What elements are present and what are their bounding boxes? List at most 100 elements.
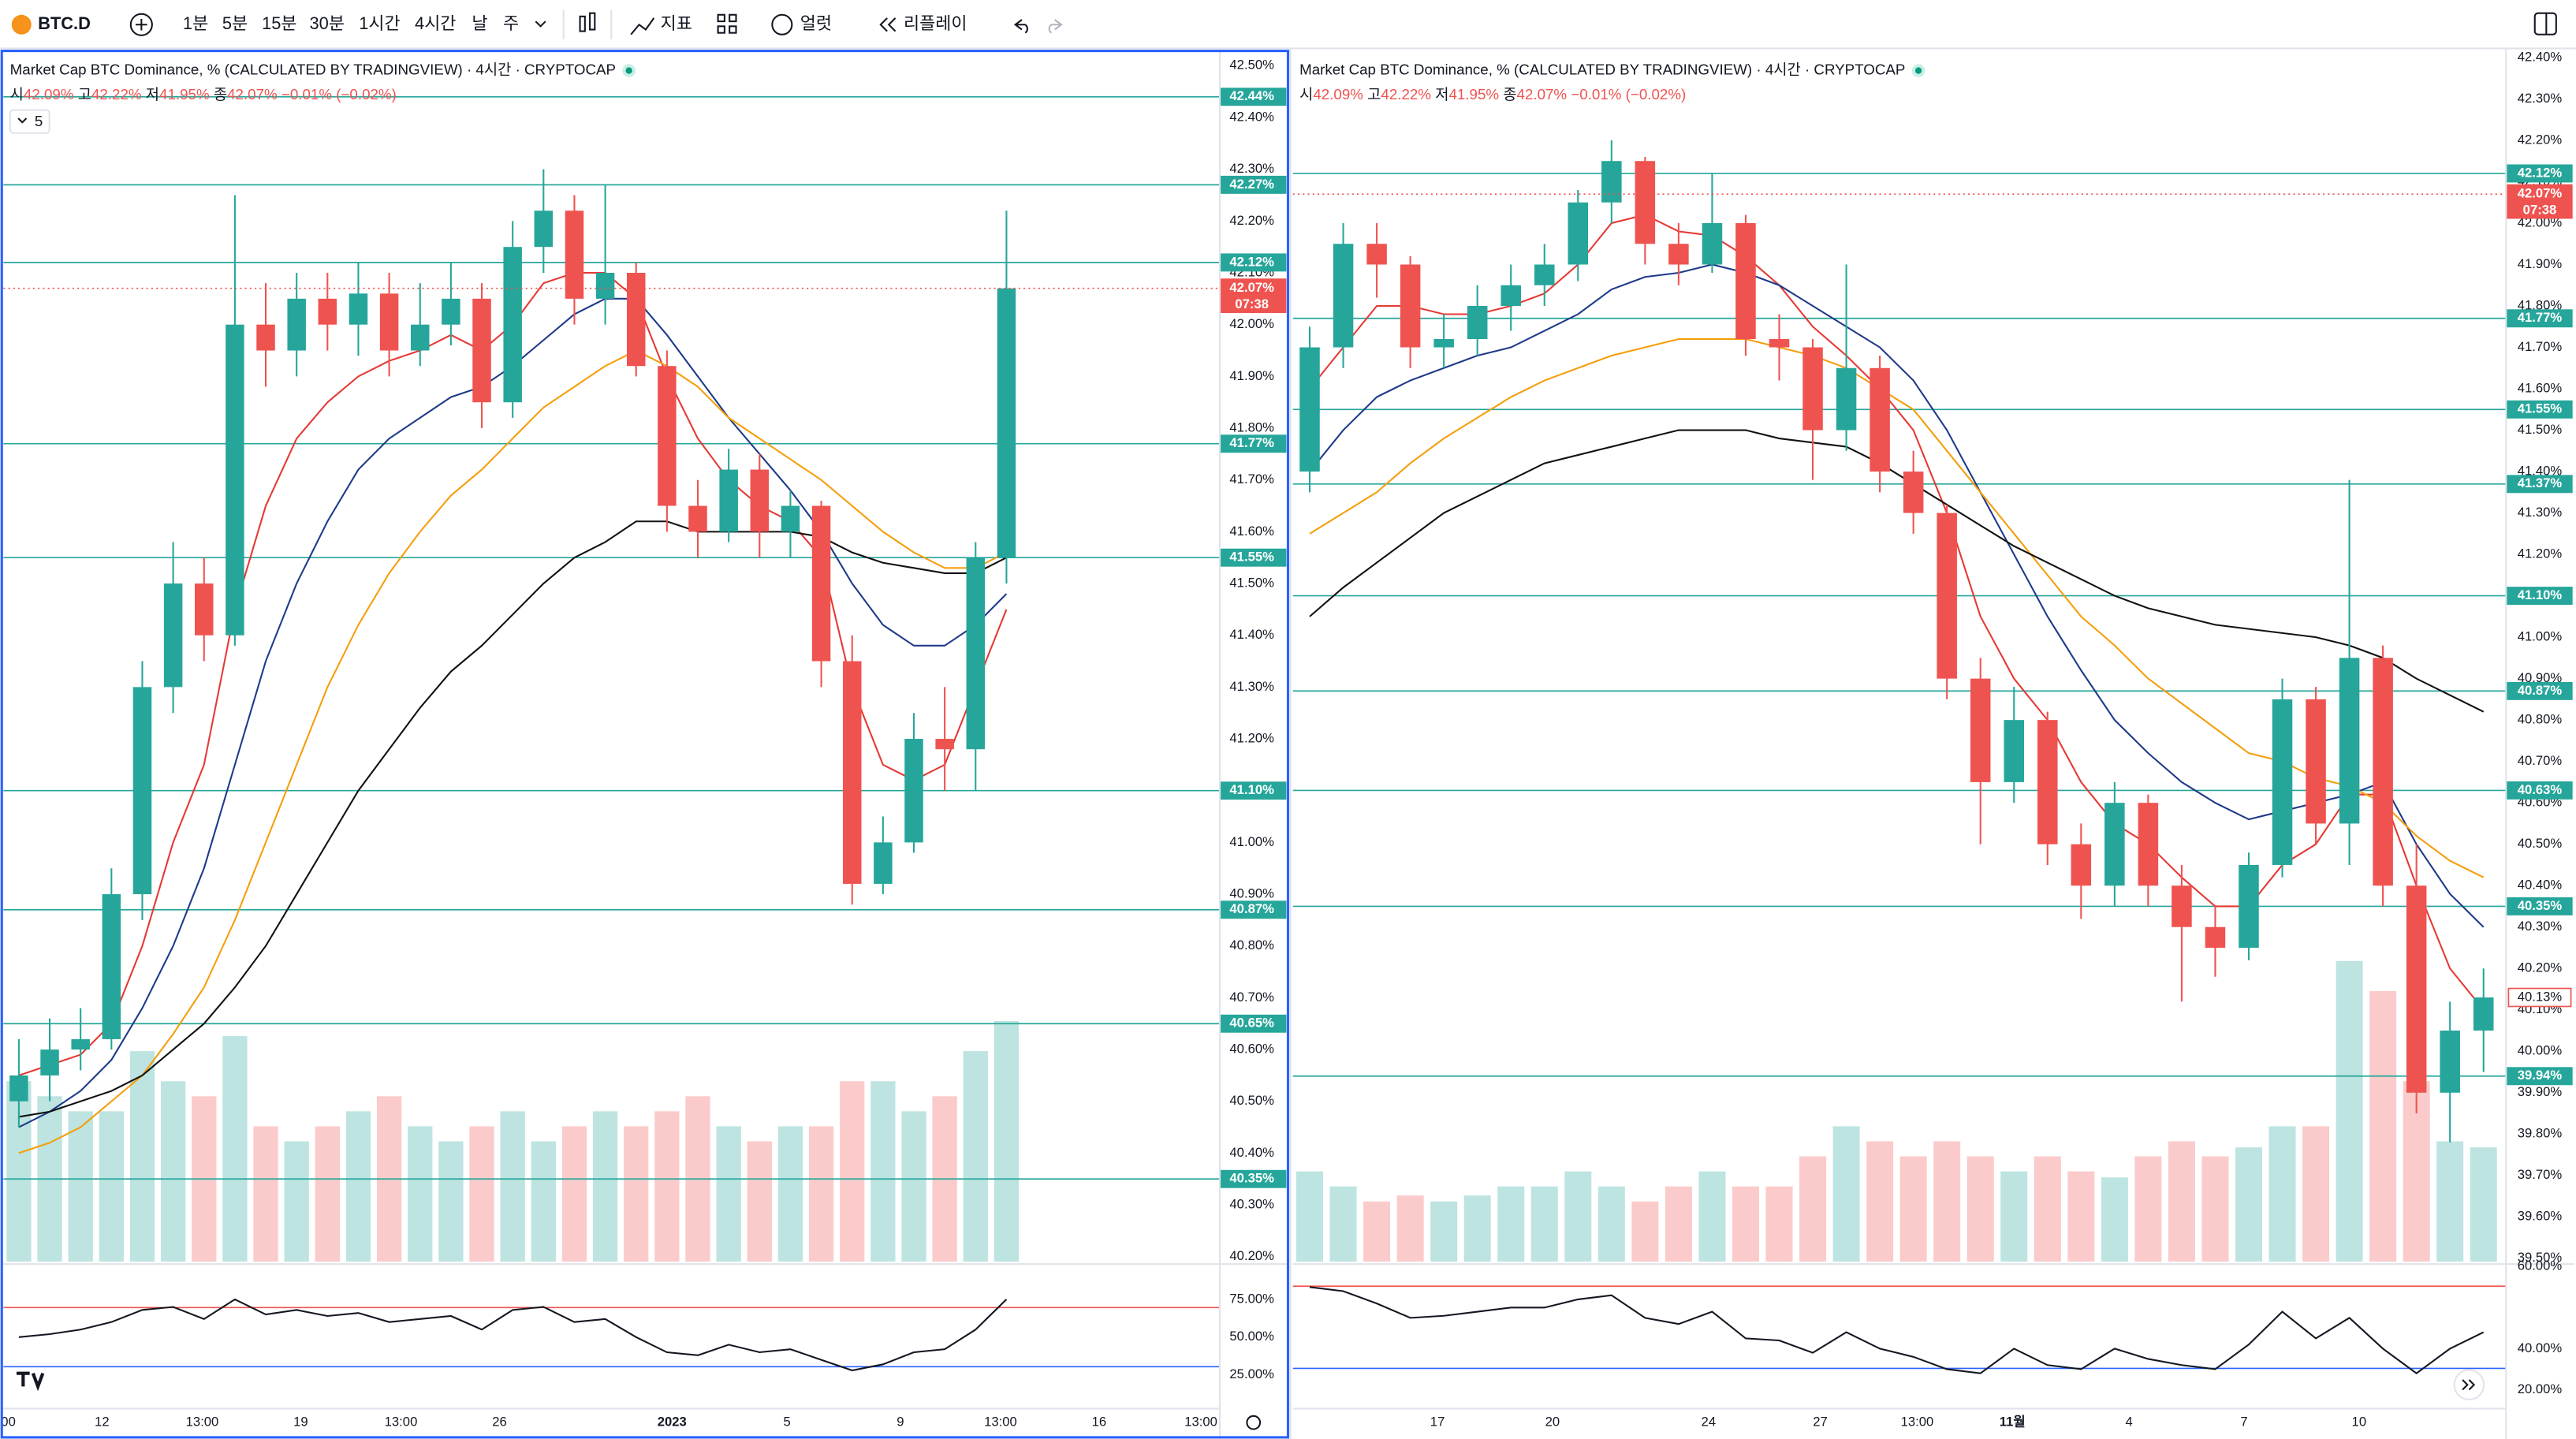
candle-body	[1433, 339, 1454, 348]
level-label-box	[2507, 681, 2573, 700]
candle-body	[287, 298, 306, 351]
candle-body	[1735, 222, 1756, 340]
interval-button[interactable]: 5분	[222, 13, 248, 33]
moving-average	[1309, 429, 2485, 713]
price-tick-label: 41.80%	[1229, 419, 1274, 434]
volume-bar	[1530, 1186, 1558, 1262]
interval-button[interactable]: 1시간	[359, 13, 400, 33]
candle-body	[1903, 472, 1924, 513]
price-tick-label: 42.20%	[1229, 213, 1274, 228]
candle-body	[2339, 658, 2360, 824]
volume-bar	[1933, 1141, 1961, 1262]
symbol-name[interactable]: BTC.D	[38, 13, 91, 33]
price-tick-label: 40.20%	[1229, 1248, 1274, 1263]
level-label: 40.87%	[2518, 683, 2563, 698]
interval-button[interactable]: 15분	[262, 13, 296, 33]
candle-body	[163, 583, 183, 688]
candle-body	[966, 557, 986, 750]
indicator-toggle[interactable]	[9, 109, 50, 134]
active-pane-border	[0, 50, 1290, 1439]
candle-body	[379, 293, 399, 351]
time-tick-label: 13:00	[385, 1415, 418, 1430]
volume-bar	[2268, 1126, 2296, 1262]
candle-body	[1601, 161, 1622, 203]
add-symbol-button[interactable]	[129, 13, 153, 36]
interval-dropdown[interactable]	[535, 21, 546, 28]
level-label: 42.27%	[1229, 177, 1274, 192]
indicators-button[interactable]: 지표	[661, 13, 692, 33]
candle-body	[226, 324, 244, 636]
indicator-count: 5	[35, 113, 43, 129]
volume-bar	[1698, 1171, 1726, 1262]
candle-body	[2037, 720, 2058, 844]
price-tick-label: 41.30%	[1229, 679, 1274, 694]
symbol-icon	[11, 14, 32, 35]
candle-body	[1500, 285, 1521, 307]
candle-body	[1870, 367, 1890, 472]
price-tick-label: 41.90%	[2518, 256, 2563, 271]
candle-body	[195, 583, 214, 636]
price-tick-label: 40.40%	[2518, 878, 2563, 893]
scroll-to-realtime-button[interactable]	[2453, 1369, 2485, 1401]
candle-body	[102, 894, 121, 1039]
volume-bar	[253, 1126, 278, 1262]
price-tick-label: 42.00%	[1229, 316, 1274, 331]
candle-body	[2473, 997, 2494, 1031]
candle-body	[904, 739, 923, 843]
redo-button[interactable]	[1048, 19, 1063, 34]
layout-icon[interactable]	[717, 13, 737, 34]
status-dot	[1911, 64, 1925, 77]
volume-bar	[2067, 1171, 2095, 1262]
time-tick-label: 7	[2240, 1415, 2247, 1430]
volume-bar	[1966, 1156, 1994, 1262]
settings-button[interactable]	[1246, 1415, 1262, 1430]
level-label: 40.63%	[2518, 782, 2563, 797]
volume-bar	[1564, 1171, 1592, 1262]
time-tick-label: 12	[95, 1415, 110, 1430]
chart-layer: BTC.D 1분 5분 15분 30분 1시간 4시간 날 주 지표 얼럿 리플레이 40.20% 40.…	[1, 13, 2574, 1439]
price-tick-label: 40.80%	[2518, 712, 2563, 727]
candle-body	[1333, 244, 1354, 348]
volume-bar	[99, 1111, 124, 1262]
volume-bar	[129, 1051, 155, 1262]
volume-bar	[1631, 1201, 1659, 1262]
alerts-button[interactable]: 얼럿	[800, 13, 832, 33]
time-tick-label: 16	[1092, 1415, 1107, 1430]
alert-icon	[771, 13, 793, 35]
level-label-box	[1221, 900, 1287, 919]
candle-body	[811, 505, 831, 662]
volume-bar	[777, 1126, 803, 1262]
replay-button[interactable]: 리플레이	[904, 13, 967, 33]
replay-icon	[879, 17, 897, 32]
undo-button[interactable]	[1013, 19, 1028, 34]
candle-body	[472, 298, 491, 403]
volume-bar	[993, 1021, 1020, 1262]
interval-button[interactable]: 30분	[310, 13, 345, 33]
price-tick-label: 39.60%	[2518, 1209, 2563, 1224]
price-tick-label: 41.30%	[2518, 505, 2563, 520]
candle-body	[318, 298, 337, 325]
volume-bar	[222, 1036, 248, 1262]
price-tick-label: 42.50%	[1229, 58, 1274, 73]
interval-button[interactable]: 4시간	[415, 13, 456, 33]
ohlc-change: −0.01% (−0.02%)	[1571, 86, 1686, 103]
time-tick-label: 20	[1545, 1415, 1560, 1430]
candle-body	[9, 1075, 28, 1102]
volume-bar	[870, 1081, 896, 1262]
candle-body	[935, 739, 954, 750]
ohlc-change: −0.01% (−0.02%)	[281, 86, 397, 103]
interval-button[interactable]: 날	[472, 13, 487, 33]
candle-body	[1299, 347, 1320, 472]
price-tick-label: 39.70%	[2518, 1167, 2563, 1182]
price-tick-label: 40.00%	[2518, 1043, 2563, 1058]
price-tick-label: 40.40%	[1229, 1145, 1274, 1160]
interval-button[interactable]: 1분	[183, 13, 208, 33]
time-tick-label: 00	[1, 1415, 16, 1430]
volume-bar	[592, 1111, 618, 1262]
candle-body	[534, 211, 554, 248]
volume-bar	[2101, 1177, 2128, 1262]
interval-button[interactable]: 주	[503, 13, 519, 33]
ohlc-label: 시	[10, 86, 24, 103]
chart-type-button[interactable]	[579, 12, 596, 32]
